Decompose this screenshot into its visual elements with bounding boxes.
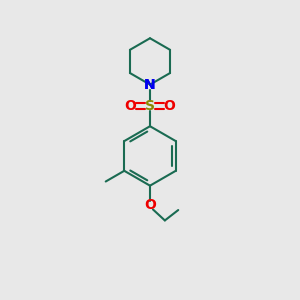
Text: N: N	[144, 78, 156, 92]
Text: O: O	[125, 99, 136, 113]
Text: O: O	[164, 99, 175, 113]
Text: S: S	[145, 99, 155, 113]
Text: N: N	[144, 78, 156, 92]
Text: O: O	[144, 198, 156, 212]
